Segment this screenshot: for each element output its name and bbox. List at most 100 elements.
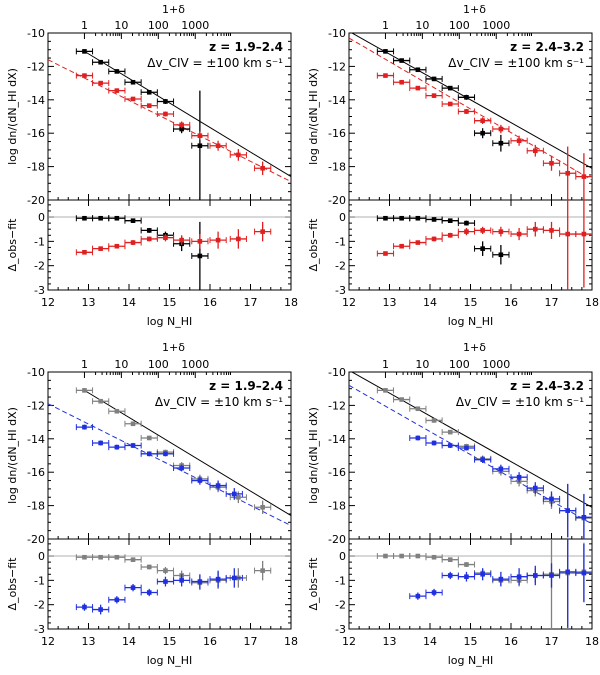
top-tick-label: 1000: [181, 358, 209, 371]
series-CIV-point: [526, 482, 544, 494]
data-marker: [447, 443, 453, 448]
resid-y-tick-label: -1: [34, 574, 45, 587]
y-tick-label: -10: [27, 366, 45, 379]
x-tick-label: 13: [383, 296, 397, 309]
series-CIV-point: [441, 100, 459, 107]
series-CIV-point: [108, 444, 126, 451]
series-CIV-point: [225, 488, 243, 500]
x-tick-label: 17: [545, 296, 559, 309]
top-tick-label: 100: [449, 19, 470, 32]
data-marker: [98, 607, 103, 612]
top-tick-label: 10: [415, 19, 429, 32]
series-CIV-point: [409, 434, 427, 441]
series-CIV-point: [191, 476, 209, 485]
series-all-point: [108, 68, 126, 75]
annotation-velocity: Δv_CIV = ±100 km s⁻¹: [448, 56, 584, 70]
data-marker: [163, 579, 168, 584]
series-CIV-point: [474, 456, 492, 464]
data-marker: [236, 152, 241, 158]
y-tick-label: -14: [27, 433, 45, 446]
top-tick-label: 100: [148, 358, 169, 371]
data-marker: [114, 215, 120, 221]
resid-frame: [348, 538, 593, 630]
resid-y-axis-label: Δ_obs−fit: [6, 557, 19, 611]
data-marker: [415, 406, 421, 412]
data-marker: [480, 457, 485, 462]
data-marker: [197, 478, 203, 483]
series-CIV-point: [510, 135, 528, 146]
data-marker: [179, 122, 184, 128]
series-CIV-point: [254, 161, 272, 175]
resid-all-point: [474, 241, 492, 256]
top-tick-label: 1: [382, 358, 389, 371]
series-all-point: [393, 396, 411, 403]
data-marker: [163, 451, 168, 457]
resid-y-tick-label: -1: [335, 235, 346, 248]
data-marker: [82, 249, 87, 255]
data-marker: [581, 231, 587, 237]
data-marker: [114, 408, 120, 414]
data-marker: [516, 474, 522, 480]
data-marker: [480, 246, 485, 251]
resid-all-point: [457, 220, 476, 227]
data-marker: [533, 148, 538, 154]
series-all-point: [474, 128, 492, 139]
data-marker: [399, 79, 404, 85]
resid-CIV-point: [457, 571, 476, 582]
y-tick-label: -20: [27, 194, 45, 207]
series-all-point: [425, 417, 443, 424]
data-marker: [480, 228, 485, 233]
series-CIV-point: [108, 87, 126, 94]
data-marker: [447, 429, 453, 435]
data-marker: [549, 496, 554, 502]
top-tick-label: 100: [148, 19, 169, 32]
data-marker: [431, 418, 437, 423]
data-marker: [415, 215, 421, 221]
y-axis-label: log dn/(dN_HI dX): [6, 68, 19, 165]
data-marker: [447, 218, 453, 223]
series-all-point: [92, 59, 110, 66]
series-all-point: [124, 79, 142, 86]
y-tick-label: -14: [328, 433, 346, 446]
series-CIV-point: [441, 442, 459, 449]
data-marker: [98, 80, 103, 86]
y-tick-label: -18: [328, 161, 346, 174]
data-marker: [146, 590, 152, 595]
data-marker: [82, 604, 87, 610]
data-marker: [447, 557, 453, 562]
data-marker: [98, 398, 103, 404]
resid-CIV-point: [173, 235, 191, 245]
resid-all-point: [191, 221, 209, 290]
resid-y-tick-label: -3: [34, 284, 45, 297]
data-marker: [533, 226, 538, 232]
top-tick-label: 100: [449, 358, 470, 371]
x-tick-label: 12: [342, 635, 356, 648]
data-marker: [498, 252, 504, 258]
resid-y-tick-label: 0: [38, 550, 45, 563]
resid-all-point: [376, 215, 395, 222]
data-marker: [130, 96, 136, 102]
resid-CIV-point: [510, 227, 528, 241]
series-all-point: [140, 89, 158, 96]
resid-CIV-point: [124, 239, 142, 246]
resid-all-point: [441, 556, 459, 563]
series-CIV-point: [457, 444, 476, 451]
series-all-point: [393, 57, 411, 64]
y-tick-label: -10: [328, 27, 346, 40]
y-tick-label: -10: [27, 27, 45, 40]
series-CIV-point: [124, 95, 142, 102]
series-all-point: [425, 75, 443, 82]
data-marker: [197, 253, 203, 259]
data-marker: [146, 228, 152, 233]
series-all-point: [75, 48, 94, 55]
resid-all-point: [409, 553, 427, 560]
data-marker: [480, 571, 485, 577]
x-tick-label: 15: [464, 296, 478, 309]
y-tick-label: -18: [27, 161, 45, 174]
data-marker: [215, 483, 221, 488]
data-marker: [464, 562, 469, 567]
data-marker: [146, 103, 152, 108]
resid-y-tick-label: -1: [335, 574, 346, 587]
data-marker: [498, 466, 504, 472]
x-tick-label: 17: [244, 635, 258, 648]
